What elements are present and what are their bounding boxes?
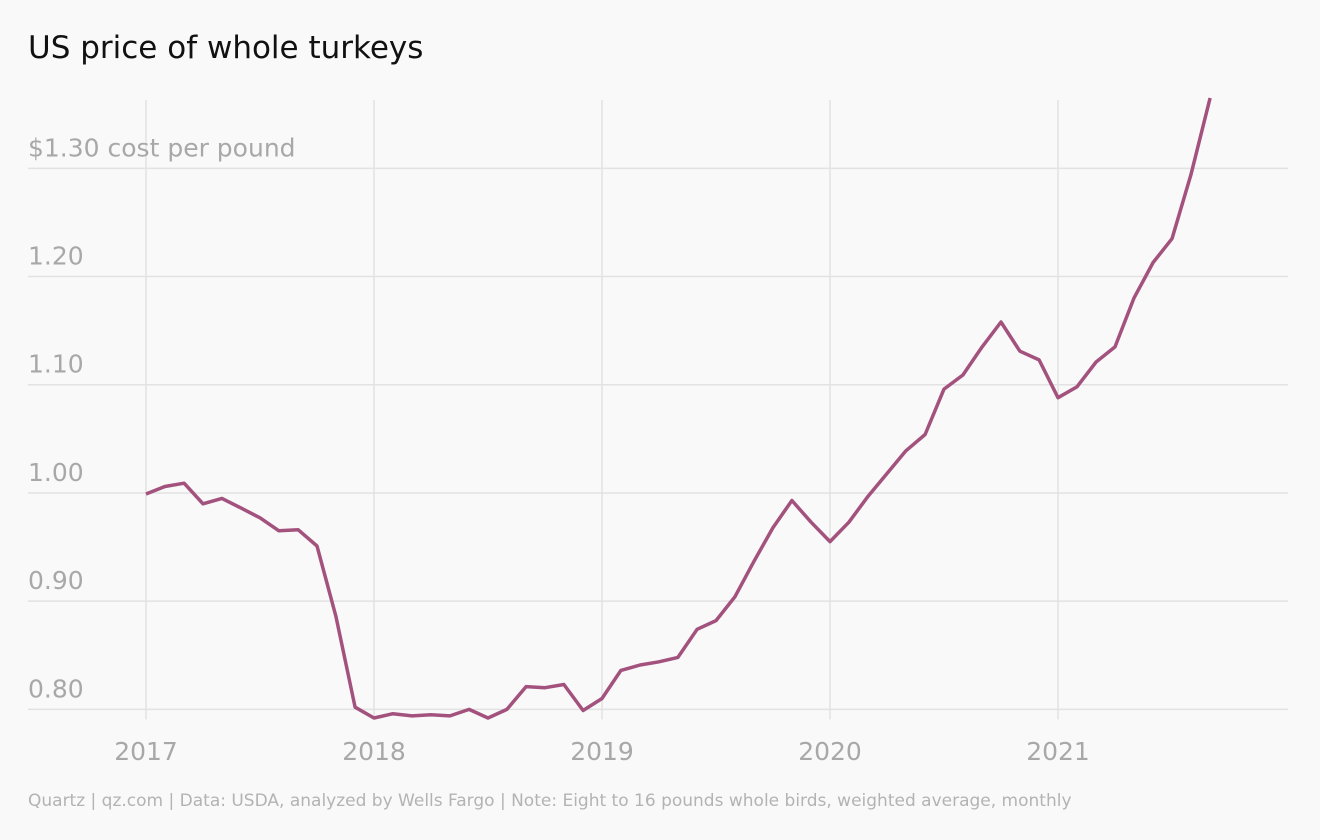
x-tick-label: 2018 [342, 737, 406, 766]
x-tick-label: 2019 [570, 737, 634, 766]
source-note: Quartz | qz.com | Data: USDA, analyzed b… [28, 791, 1072, 811]
x-tick-label: 2020 [798, 737, 862, 766]
y-tick-label: 1.10 [28, 350, 84, 379]
y-tick-label: $1.30 cost per pound [28, 133, 296, 162]
y-tick-label: 1.00 [28, 458, 84, 487]
x-tick-label: 2017 [114, 737, 178, 766]
y-tick-label: 1.20 [28, 242, 84, 271]
chart-title: US price of whole turkeys [28, 30, 423, 66]
y-tick-label: 0.90 [28, 566, 84, 595]
x-tick-label: 2021 [1026, 737, 1090, 766]
y-tick-label: 0.80 [28, 674, 84, 703]
price-line [145, 97, 1212, 720]
